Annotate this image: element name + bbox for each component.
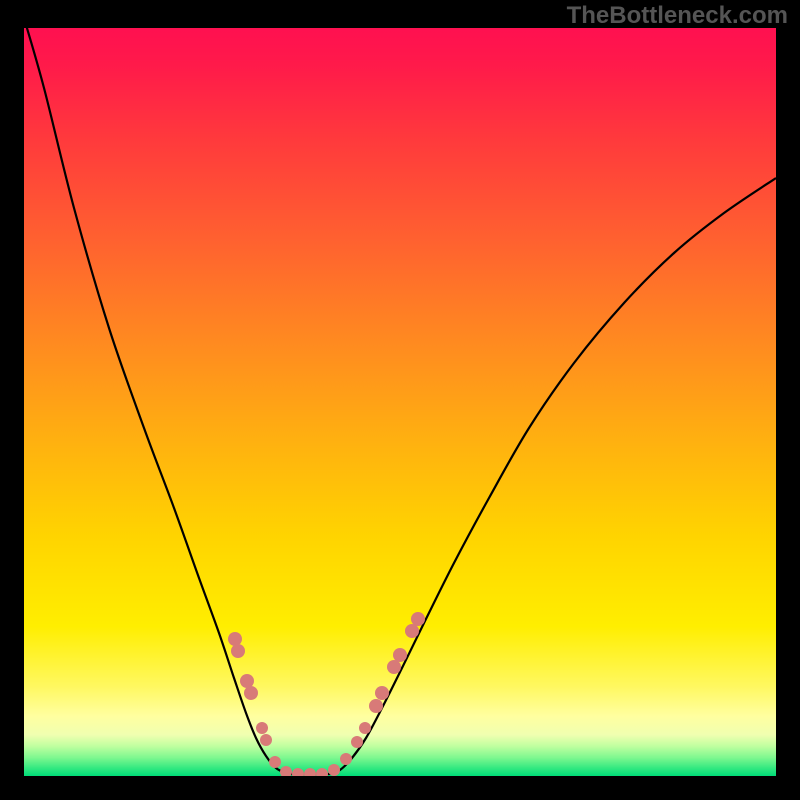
gradient-background — [24, 28, 776, 776]
chart-container: TheBottleneck.com — [0, 0, 800, 800]
watermark-text: TheBottleneck.com — [567, 2, 788, 30]
plot-area — [24, 28, 776, 776]
